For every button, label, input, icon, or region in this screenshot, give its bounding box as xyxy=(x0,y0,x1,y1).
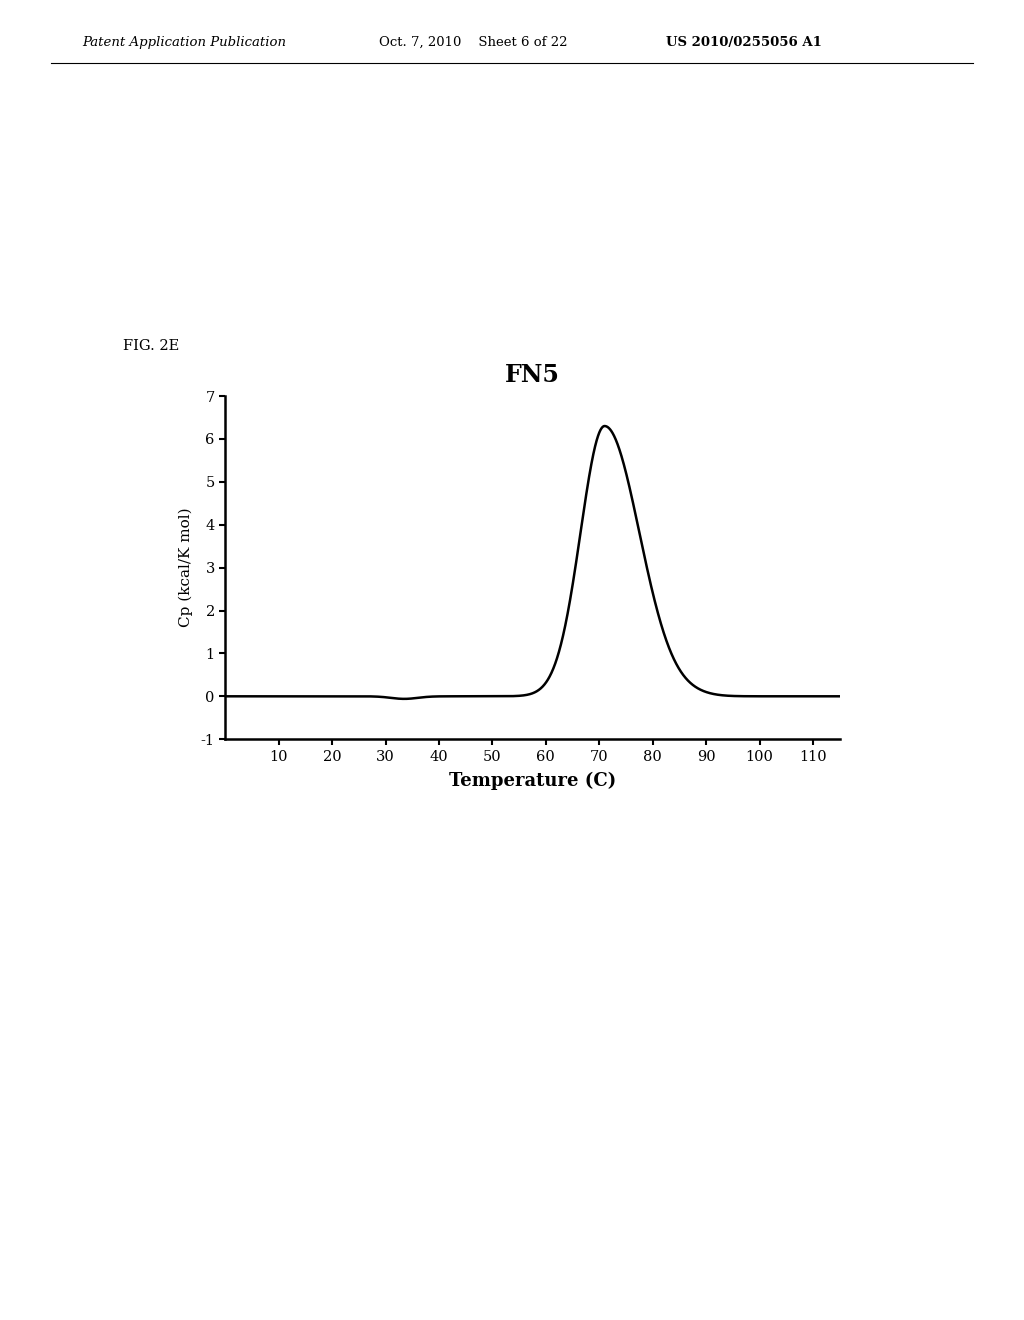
X-axis label: Temperature (C): Temperature (C) xyxy=(449,772,616,791)
Text: Patent Application Publication: Patent Application Publication xyxy=(82,36,286,49)
Text: FIG. 2E: FIG. 2E xyxy=(123,339,179,352)
Text: US 2010/0255056 A1: US 2010/0255056 A1 xyxy=(666,36,821,49)
Title: FN5: FN5 xyxy=(505,363,560,387)
Text: Oct. 7, 2010    Sheet 6 of 22: Oct. 7, 2010 Sheet 6 of 22 xyxy=(379,36,567,49)
Y-axis label: Cp (kcal/K mol): Cp (kcal/K mol) xyxy=(178,508,193,627)
